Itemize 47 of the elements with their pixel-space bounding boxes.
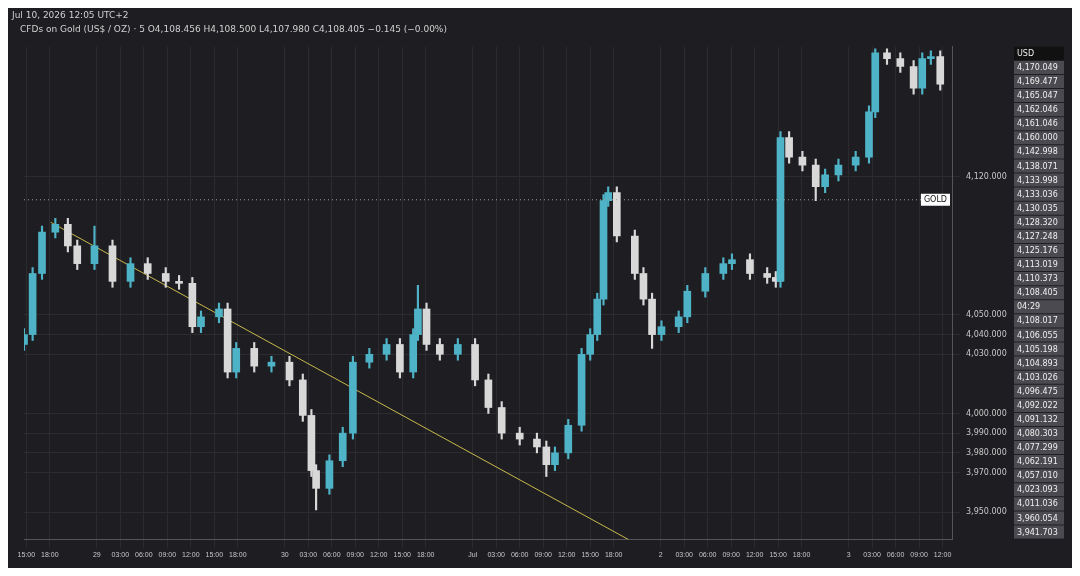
y-tick-label: 3,980.000 bbox=[966, 447, 1007, 457]
text: 4,103.026 bbox=[1017, 372, 1058, 382]
text: 04:29 bbox=[1017, 302, 1041, 312]
y-tick-label: 4,000.000 bbox=[966, 408, 1007, 418]
text: 4,057.010 bbox=[1017, 471, 1058, 481]
chart-title: CFDs on Gold (US$ / OZ) · 5 O4,108.456 H4,108.500 L4,107.980 C4,108.405 −0.145 (−0.00%) bbox=[19, 23, 448, 36]
text: 4,128.320 bbox=[1017, 217, 1058, 227]
text: 4,092.022 bbox=[1017, 400, 1058, 410]
text: 4,138.071 bbox=[1017, 161, 1058, 171]
text: 4,160.000 bbox=[1017, 133, 1058, 143]
y-tick-label: 4,050.000 bbox=[966, 309, 1007, 319]
text: 4,080.303 bbox=[1017, 429, 1058, 439]
text: 4,023.093 bbox=[1017, 485, 1058, 495]
text: 4,169.477 bbox=[1017, 77, 1058, 87]
text: 4,113.019 bbox=[1017, 260, 1058, 270]
text: 4,077.299 bbox=[1017, 443, 1058, 453]
text: 4,110.373 bbox=[1017, 274, 1058, 284]
text: 4,062.191 bbox=[1017, 457, 1058, 467]
text: 4,133.036 bbox=[1017, 189, 1058, 199]
text: 4,108.405 bbox=[1017, 288, 1058, 298]
y-tick-label: 4,040.000 bbox=[966, 329, 1007, 339]
text: 4,130.035 bbox=[1017, 203, 1058, 213]
text: 4,133.998 bbox=[1017, 175, 1058, 185]
y-tick-label: 3,950.000 bbox=[966, 507, 1007, 517]
text: 4,091.132 bbox=[1017, 415, 1058, 424]
text: 3,941.703 bbox=[1017, 527, 1058, 537]
text: 4,127.248 bbox=[1017, 231, 1058, 241]
text: 4,161.046 bbox=[1017, 119, 1058, 129]
y-tick-label: 3,990.000 bbox=[966, 428, 1007, 438]
text: 4,165.047 bbox=[1017, 91, 1058, 101]
text: 4,142.998 bbox=[1017, 147, 1058, 157]
text: 4,104.893 bbox=[1017, 358, 1058, 368]
text: 3,960.054 bbox=[1017, 513, 1058, 523]
text: 4,106.055 bbox=[1017, 330, 1058, 340]
text: 4,105.198 bbox=[1017, 344, 1058, 354]
y-tick-label: 3,970.000 bbox=[966, 467, 1007, 477]
text: 4,011.036 bbox=[1017, 499, 1058, 509]
text: 4,108.017 bbox=[1017, 316, 1058, 326]
chart-subtitle: Jul 10, 2026 12:05 UTC+2 bbox=[10, 9, 130, 22]
y-tick-label: 4,120.000 bbox=[966, 171, 1007, 181]
text: 4,170.049 bbox=[1017, 63, 1058, 72]
text: USD bbox=[1017, 48, 1035, 58]
ref-line-label: GOLD bbox=[923, 194, 948, 204]
text: 4,096.475 bbox=[1017, 386, 1058, 396]
y-tick-label: 4,030.000 bbox=[966, 349, 1007, 359]
text: 4,125.176 bbox=[1017, 246, 1058, 256]
text: 4,162.046 bbox=[1017, 105, 1058, 115]
